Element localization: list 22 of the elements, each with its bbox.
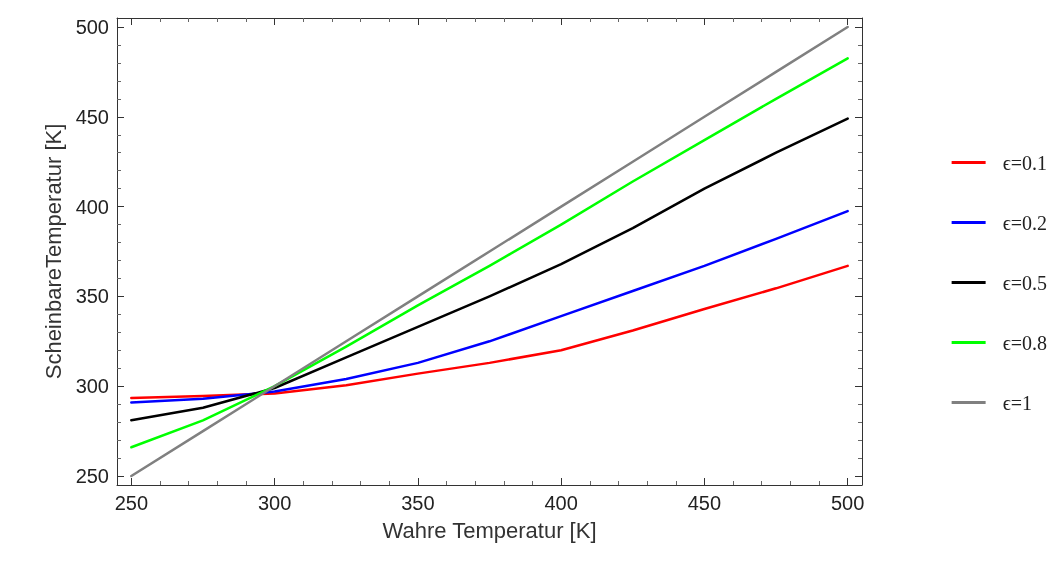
y-axis-title: ScheinbareTemperatur [K] — [41, 123, 67, 380]
legend-label: ϵ=0.1 — [1002, 151, 1047, 174]
y-tick-label: 300 — [75, 375, 109, 398]
x-tick-label: 350 — [401, 492, 435, 514]
x-tick-label: 300 — [257, 492, 292, 514]
legend-label: ϵ=1 — [1002, 391, 1032, 414]
y-tick-label: 350 — [75, 285, 109, 308]
x-tick-label: 250 — [114, 492, 149, 514]
x-axis-title: Wahre Temperatur [K] — [382, 517, 597, 543]
y-tick-label: 450 — [75, 105, 109, 128]
line-series — [130, 117, 849, 422]
x-tick-label: 400 — [544, 492, 578, 514]
y-tick-label: 400 — [75, 195, 109, 218]
y-tick-label: 250 — [75, 465, 109, 488]
x-tick-label: 500 — [830, 492, 865, 514]
legend-label: ϵ=0.5 — [1002, 271, 1047, 294]
y-tick-label: 500 — [75, 15, 109, 38]
line-series — [130, 209, 849, 404]
legend-label: ϵ=0.2 — [1002, 211, 1047, 234]
legend-label: ϵ=0.8 — [1002, 331, 1047, 354]
line-series — [130, 264, 849, 400]
x-tick-label: 450 — [687, 492, 722, 514]
